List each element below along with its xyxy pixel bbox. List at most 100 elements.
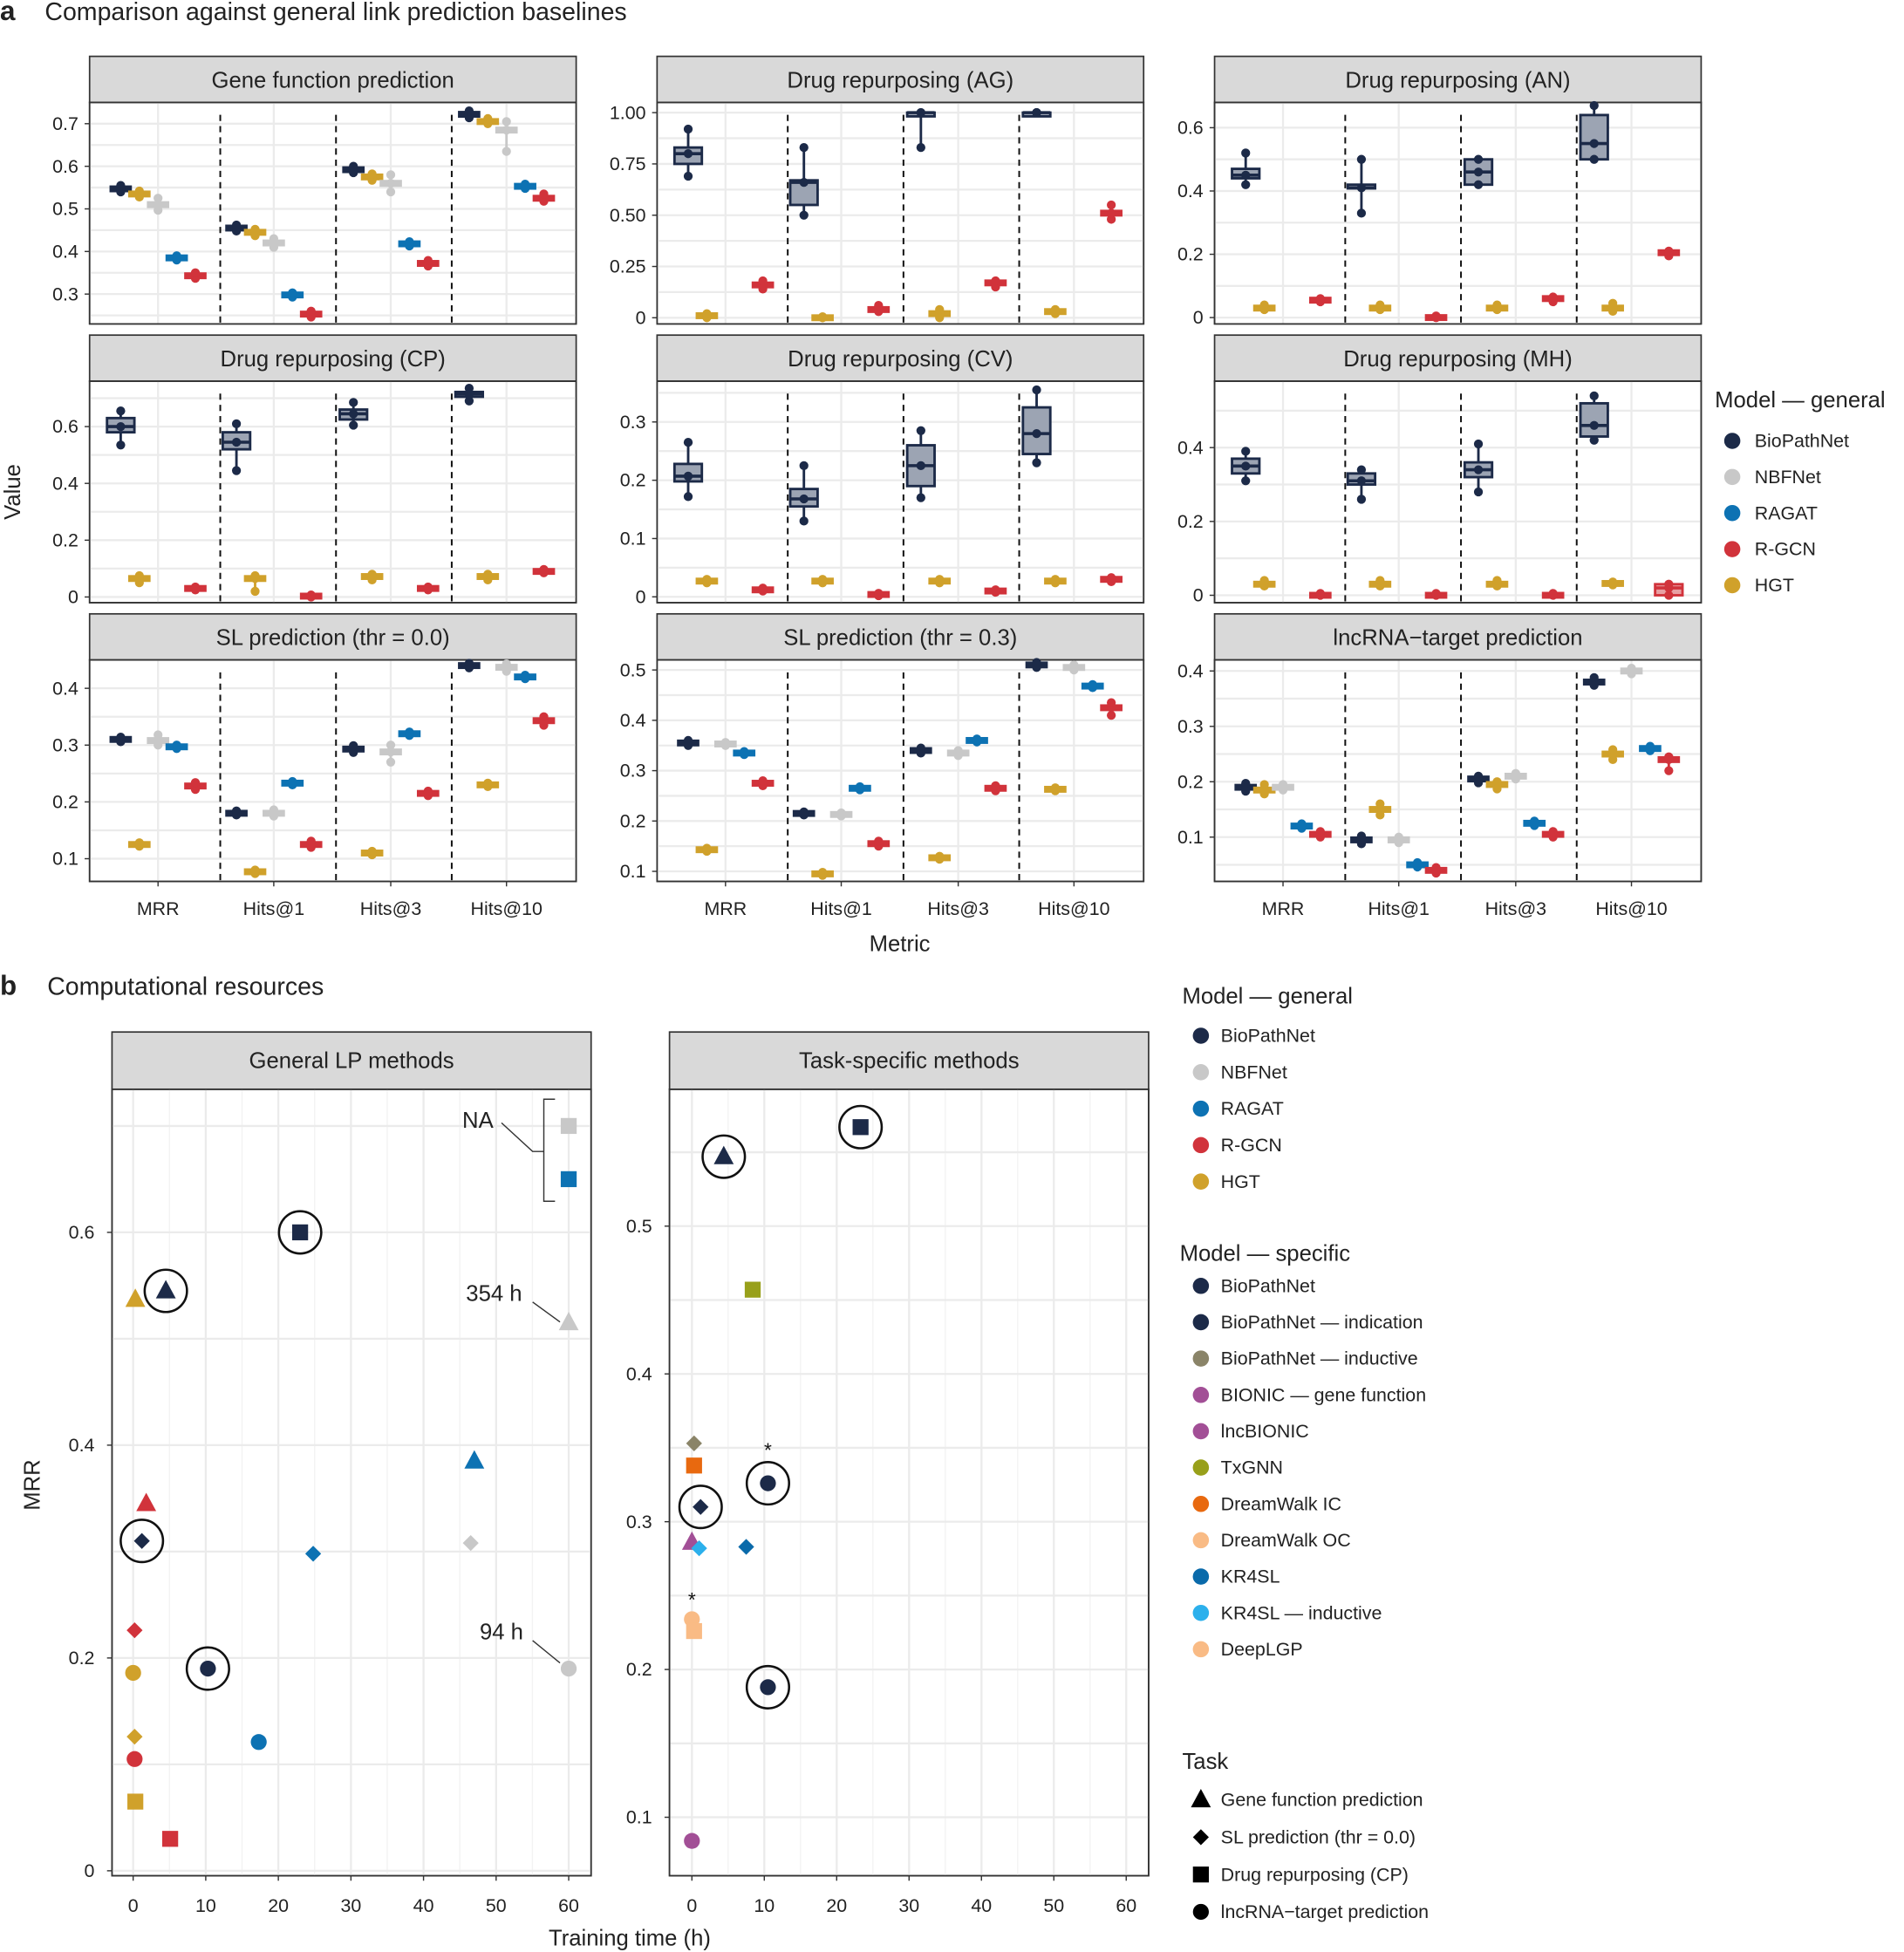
boxplot-hgt	[1252, 576, 1276, 591]
facet-title: Drug repurposing (MH)	[1343, 347, 1573, 372]
square-marker	[161, 1831, 179, 1847]
data-point	[190, 778, 201, 788]
data-point	[539, 564, 549, 575]
data-point	[1278, 780, 1288, 789]
scatter-point	[686, 1457, 702, 1474]
facet-title: Drug repurposing (AN)	[1345, 68, 1570, 92]
data-point	[134, 838, 144, 848]
scatter-point: *	[745, 1439, 790, 1506]
data-point	[423, 582, 433, 592]
boxplot-hgt	[1368, 300, 1392, 315]
triangle-marker	[155, 1280, 176, 1299]
boxplot-biopathnet	[1467, 771, 1490, 788]
panel-a-y-label: Value	[1, 464, 25, 520]
boxplot-biopathnet	[109, 733, 133, 747]
y-tick-label: 0.75	[610, 154, 646, 174]
legend-label: BioPathNet	[1221, 1275, 1315, 1296]
data-point	[1589, 154, 1599, 164]
highlight-ring	[745, 1461, 790, 1506]
boxplot-rgcn	[1424, 589, 1448, 600]
data-point	[1088, 679, 1097, 690]
x-tick-label: 10	[195, 1895, 216, 1916]
legend-swatch-hgt	[1723, 577, 1741, 594]
legend-swatch-ragat	[1723, 504, 1741, 522]
boxplot-biopathnet	[677, 735, 699, 750]
legend-title: Model — general	[1182, 984, 1353, 1008]
y-tick-label: 1.00	[610, 102, 646, 123]
x-tick-label: Hits@1	[1368, 898, 1429, 919]
data-point	[1069, 660, 1079, 670]
boxplot-biopathnet	[1231, 148, 1261, 189]
boxplot-nbfnet	[147, 194, 170, 215]
legend-label: NBFNet	[1221, 1061, 1287, 1082]
data-point	[1241, 461, 1251, 471]
facet-strip	[88, 55, 577, 104]
y-tick-label: 0.3	[626, 1512, 652, 1532]
data-point	[1375, 300, 1385, 310]
data-point	[483, 778, 493, 788]
annotation-bracket	[543, 1098, 556, 1202]
data-point	[720, 738, 730, 747]
data-point	[423, 256, 433, 265]
data-point	[702, 843, 712, 853]
square-marker	[560, 1171, 577, 1188]
y-tick-label: 0.1	[52, 849, 78, 870]
facet-border	[88, 101, 577, 325]
data-point	[1394, 832, 1403, 842]
boxplot-biopathnet	[672, 438, 704, 502]
data-point	[1492, 777, 1502, 787]
y-tick-label: 0	[636, 586, 646, 607]
boxplot-rgcn	[984, 781, 1007, 795]
y-tick-label: 0.4	[69, 1435, 95, 1456]
data-point	[817, 575, 828, 584]
legend-label: Drug repurposing (CP)	[1221, 1864, 1409, 1885]
boxplot-hgt	[476, 778, 500, 791]
facet-strip	[88, 612, 577, 661]
boxplot-rgcn	[1100, 698, 1123, 720]
data-point	[916, 108, 925, 118]
data-point	[916, 461, 925, 471]
legend-label: KR4SL	[1221, 1566, 1280, 1587]
time-annotation: 94 h	[480, 1620, 523, 1644]
facet-plot-area	[88, 101, 577, 325]
y-tick-label: 0.3	[620, 412, 646, 433]
data-point	[1548, 292, 1558, 302]
boxplot-hgt	[127, 570, 151, 588]
data-point	[349, 741, 358, 751]
data-point	[306, 590, 316, 600]
data-point	[991, 276, 1000, 286]
boxplot-ragat	[398, 727, 421, 741]
facet-title: Drug repurposing (CV)	[788, 347, 1013, 372]
boxplot-nbfnet	[1620, 663, 1643, 679]
y-tick-label: 0	[1193, 585, 1204, 606]
scatter-point	[686, 1622, 702, 1640]
data-point	[1589, 672, 1599, 683]
x-tick-label: MRR	[137, 898, 180, 919]
data-point	[172, 741, 181, 750]
data-point	[799, 177, 809, 188]
boxplot-nbfnet	[1062, 660, 1086, 675]
data-point	[1530, 816, 1539, 826]
box	[1579, 113, 1609, 161]
y-tick-label: 0.4	[52, 241, 78, 262]
boxplot-hgt	[695, 575, 719, 588]
boxplot-nbfnet	[1504, 768, 1527, 784]
x-tick-label: 0	[686, 1895, 697, 1916]
boxplot-biopathnet	[342, 741, 365, 757]
boxplot-nbfnet	[1387, 832, 1410, 848]
legend-swatch	[1192, 1641, 1210, 1658]
y-tick-label: 0.2	[626, 1659, 652, 1680]
y-tick-label: 0.2	[52, 529, 78, 550]
facet-plot-area	[1213, 380, 1703, 604]
data-point	[799, 807, 809, 817]
x-tick-label: Hits@10	[1038, 898, 1109, 919]
boxplot-biopathnet	[1021, 108, 1052, 118]
data-point	[483, 570, 493, 579]
data-point	[1297, 819, 1307, 829]
data-point	[250, 865, 260, 875]
scatter-point	[701, 1134, 747, 1179]
boxplot-hgt	[127, 838, 151, 851]
legend-swatch	[1192, 1423, 1210, 1440]
y-tick-label: 0.7	[52, 113, 78, 134]
data-point	[464, 396, 474, 406]
